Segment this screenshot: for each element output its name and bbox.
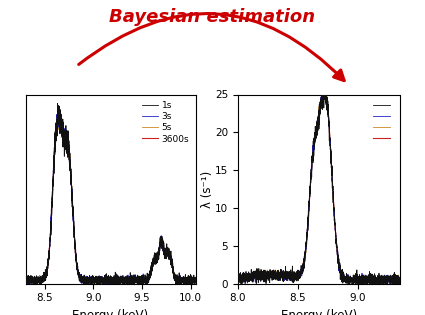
- 1s: [55, 102, 60, 106]
- 3s: [244, 276, 249, 279]
- 1s: [397, 277, 402, 281]
- 1s: [392, 279, 397, 283]
- 1s: [314, 127, 319, 131]
- 1s: [392, 280, 397, 284]
- 3600s: [56, 114, 61, 117]
- 5s: [397, 279, 402, 283]
- Line: 3600s: 3600s: [238, 90, 400, 281]
- 1s: [88, 279, 94, 283]
- 5s: [193, 279, 198, 283]
- Line: 1s: 1s: [26, 104, 196, 284]
- 5s: [392, 280, 397, 284]
- 3s: [52, 138, 57, 141]
- 3s: [88, 281, 94, 284]
- 3600s: [244, 275, 249, 279]
- 3s: [96, 277, 101, 281]
- 3600s: [310, 159, 315, 163]
- 3s: [23, 282, 28, 285]
- 5s: [352, 282, 357, 285]
- 3s: [235, 274, 241, 278]
- 5s: [244, 275, 249, 279]
- 3600s: [374, 279, 379, 283]
- 1s: [235, 272, 241, 275]
- 3s: [190, 278, 195, 282]
- Line: 1s: 1s: [238, 79, 400, 284]
- Line: 3s: 3s: [26, 108, 196, 284]
- 5s: [96, 280, 101, 284]
- 3600s: [193, 278, 198, 282]
- 5s: [52, 140, 57, 144]
- 3600s: [397, 278, 402, 282]
- 1s: [310, 158, 315, 162]
- 3600s: [96, 278, 101, 282]
- 3600s: [235, 276, 241, 280]
- 3600s: [392, 278, 397, 281]
- Legend: 1s, 3s, 5s, 3600s: 1s, 3s, 5s, 3600s: [140, 99, 191, 146]
- 5s: [310, 157, 315, 160]
- 3s: [392, 279, 397, 283]
- 1s: [96, 278, 101, 281]
- X-axis label: Energy (keV): Energy (keV): [72, 309, 149, 315]
- 3s: [171, 275, 176, 279]
- 3s: [314, 126, 319, 129]
- Line: 3600s: 3600s: [26, 116, 196, 282]
- FancyArrowPatch shape: [79, 14, 344, 81]
- 3600s: [190, 278, 195, 282]
- 3600s: [23, 278, 28, 282]
- 5s: [235, 276, 241, 280]
- 3600s: [42, 275, 48, 279]
- 5s: [42, 274, 48, 278]
- 3600s: [87, 280, 92, 284]
- 5s: [88, 279, 94, 283]
- X-axis label: Energy (keV): Energy (keV): [280, 309, 357, 315]
- 5s: [26, 282, 31, 285]
- 1s: [52, 131, 57, 135]
- 3600s: [363, 278, 368, 282]
- 5s: [314, 128, 319, 131]
- 5s: [190, 278, 195, 282]
- 3s: [348, 282, 354, 285]
- 3600s: [171, 274, 176, 278]
- 3s: [397, 276, 402, 280]
- 1s: [23, 275, 28, 278]
- 1s: [322, 77, 327, 81]
- 5s: [55, 107, 60, 111]
- 3s: [193, 277, 198, 281]
- 3600s: [52, 139, 57, 143]
- 1s: [193, 278, 198, 282]
- 3s: [57, 106, 62, 110]
- 3600s: [314, 127, 319, 131]
- 3s: [23, 277, 28, 281]
- 1s: [23, 282, 28, 285]
- 3s: [310, 157, 315, 161]
- Line: 5s: 5s: [238, 85, 400, 284]
- 3600s: [322, 88, 327, 92]
- 3600s: [392, 278, 397, 282]
- 5s: [171, 273, 176, 277]
- Y-axis label: λ (s⁻¹): λ (s⁻¹): [201, 170, 214, 208]
- 1s: [238, 282, 244, 285]
- 1s: [244, 274, 249, 278]
- Legend: , , , : , , ,: [371, 99, 395, 146]
- 3s: [392, 276, 397, 280]
- Text: Bayesian estimation: Bayesian estimation: [109, 8, 315, 26]
- 3600s: [88, 278, 94, 282]
- Line: 5s: 5s: [26, 109, 196, 284]
- 3s: [363, 279, 368, 283]
- 3s: [321, 82, 326, 86]
- 5s: [363, 277, 368, 280]
- 5s: [23, 279, 28, 283]
- 1s: [42, 276, 48, 280]
- 3s: [42, 273, 48, 277]
- 5s: [392, 280, 397, 284]
- Line: 3s: 3s: [238, 84, 400, 284]
- 5s: [322, 83, 327, 87]
- 1s: [190, 278, 195, 282]
- 1s: [171, 276, 176, 280]
- 1s: [363, 278, 368, 282]
